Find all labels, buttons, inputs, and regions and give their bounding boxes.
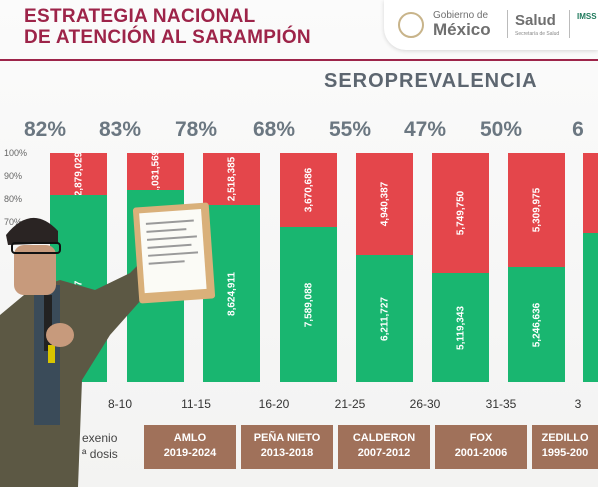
- percentage-label: 47%: [403, 118, 447, 141]
- percentage-label: 82%: [23, 118, 67, 141]
- age-group-label: 21-25: [334, 397, 366, 411]
- slide-title: ESTRATEGIA NACIONAL DE ATENCIÓN AL SARAM…: [24, 6, 384, 48]
- bar-value-red: 2,879,029: [73, 151, 84, 197]
- y-tick: 70%: [4, 217, 23, 227]
- bar-segment-green: 6,211,727: [356, 255, 413, 382]
- admin-amlo: AMLO 2019-2024: [144, 425, 236, 469]
- bar-value-green: 5,246,636: [531, 302, 542, 347]
- bar-segment-green: 5,119,343: [432, 273, 489, 382]
- bar-segment-green: 7,589,088: [280, 227, 337, 382]
- bar-segment-red: 5,309,975: [508, 153, 565, 267]
- admin-name: PEÑA NIETO: [253, 432, 321, 444]
- stacked-bar: 4,940,387 6,211,727: [356, 153, 413, 382]
- text-line: [147, 243, 192, 249]
- percentage-label: 50%: [479, 118, 523, 141]
- title-line-2: DE ATENCIÓN AL SARAMPIÓN: [24, 27, 311, 48]
- government-logos: Gobierno de México Salud Secretaría de S…: [384, 0, 598, 50]
- bar-value-green: 8,624,911: [226, 271, 237, 316]
- logo-divider: [569, 10, 570, 38]
- logo-divider: [507, 10, 508, 38]
- admin-calderon: CALDERON 2007-2012: [338, 425, 430, 469]
- y-tick: 80%: [4, 194, 23, 204]
- bar-value-green: 6,211,727: [379, 296, 390, 341]
- bar-segment-red: 3,670,686: [280, 153, 337, 227]
- admin-name: ZEDILLO: [541, 432, 589, 444]
- bar-segment-red: 2,518,385: [203, 153, 260, 205]
- stacked-bar: 2,518,385 8,624,911: [203, 153, 260, 382]
- bar-segment-red: [583, 153, 598, 233]
- bar-value-red: 4,940,387: [379, 181, 390, 227]
- admin-years: 2013-2018: [260, 447, 314, 459]
- percentage-label: 68%: [252, 118, 296, 141]
- logo-gobierno-small: Gobierno de: [433, 10, 489, 21]
- header-rule: [0, 59, 598, 61]
- stacked-bar: 5,749,750 5,119,343: [432, 153, 489, 382]
- bar-value-red: 1,031,569: [150, 149, 161, 194]
- admin-name: FOX: [469, 432, 493, 444]
- clipboard-icon: [132, 202, 216, 304]
- admin-zedillo: ZEDILLO 1995-200: [532, 425, 598, 469]
- admin-name: CALDERON: [352, 432, 416, 444]
- logo-salud-sub: Secretaría de Salud: [515, 31, 560, 37]
- logo-imss: IMSS: [577, 12, 597, 21]
- admin-years: 2019-2024: [163, 447, 217, 459]
- bar-value-red: 2,518,385: [226, 156, 237, 202]
- bar-value-red: 5,749,750: [455, 190, 466, 236]
- age-group-label: 8-10: [107, 397, 133, 411]
- bar-segment-green: 5,246,636: [508, 267, 565, 382]
- stacked-bar: [583, 153, 598, 382]
- admin-years: 1995-200: [541, 447, 589, 459]
- y-tick: 100%: [4, 148, 28, 158]
- percentage-label: 83%: [98, 118, 142, 141]
- bar-segment-green: [583, 233, 598, 382]
- admin-name: AMLO: [173, 432, 207, 444]
- bar-value-red: 3,670,686: [303, 167, 314, 213]
- logo-gobierno-big: México: [433, 20, 491, 39]
- age-group-label: 16-20: [258, 397, 290, 411]
- percentage-label: 78%: [174, 118, 218, 141]
- sexenio-label-line-2: ª dosis: [82, 447, 118, 461]
- presenter-figure: [0, 217, 162, 487]
- bar-segment-red: 2,879,029: [50, 151, 107, 197]
- admin-fox: FOX 2001-2006: [435, 425, 527, 469]
- age-group-label: 11-15: [181, 397, 211, 411]
- admin-pena-nieto: PEÑA NIETO 2013-2018: [241, 425, 333, 469]
- admin-years: 2007-2012: [357, 447, 411, 459]
- bar-value-red: 5,309,975: [531, 187, 542, 233]
- title-line-1: ESTRATEGIA NACIONAL: [24, 6, 256, 27]
- age-group-label: 3: [574, 397, 582, 411]
- text-line: [148, 251, 199, 257]
- stacked-bar: 5,309,975 5,246,636: [508, 153, 565, 382]
- admin-years: 2001-2006: [454, 447, 508, 459]
- text-line: [148, 260, 185, 265]
- mexico-seal-icon: [398, 12, 424, 38]
- y-tick: 90%: [4, 171, 23, 181]
- bar-segment-red: 5,749,750: [432, 153, 489, 273]
- age-group-label: 26-30: [409, 397, 441, 411]
- bar-segment-red: 4,940,387: [356, 153, 413, 255]
- percentage-label: 55%: [328, 118, 372, 141]
- bar-segment-red: 1,031,569: [127, 149, 184, 194]
- slide-subtitle: SEROPREVALENCIA: [324, 70, 538, 92]
- bar-value-green: 5,119,343: [455, 305, 466, 350]
- text-line: [146, 228, 187, 233]
- age-group-label: 31-35: [485, 397, 517, 411]
- percentage-label: 6: [572, 118, 584, 141]
- sexenio-label-line-1: exenio: [82, 431, 118, 445]
- stacked-bar: 3,670,686 7,589,088: [280, 153, 337, 382]
- logo-salud: Salud: [515, 12, 556, 29]
- text-line: [145, 219, 194, 225]
- sexenio-label: exenio ª dosis: [82, 430, 118, 462]
- text-line: [146, 235, 197, 241]
- document-paper: [139, 209, 207, 294]
- bar-value-green: 7,589,088: [303, 282, 314, 327]
